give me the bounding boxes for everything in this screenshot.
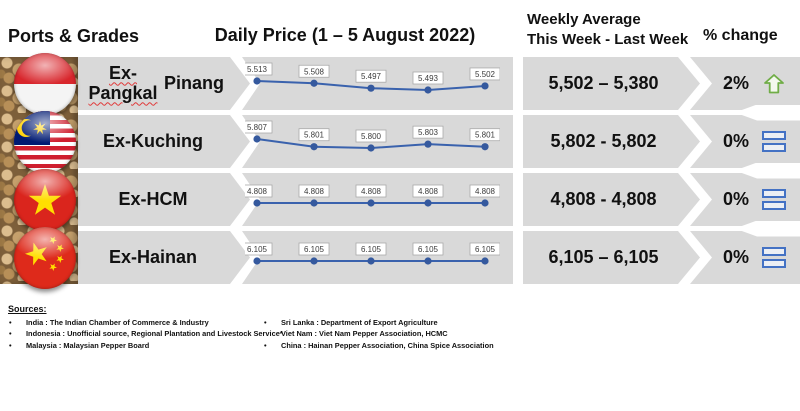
trend-equal-icon <box>762 131 787 152</box>
pct-change-cell: 0% <box>690 173 800 226</box>
svg-text:6.105: 6.105 <box>304 245 325 254</box>
daily-price-chart: 4.808 4.808 4.808 4.808 4.808 <box>245 184 500 207</box>
svg-text:5.801: 5.801 <box>304 131 325 140</box>
source-item: • China : Hainan Pepper Association, Chin… <box>263 340 563 351</box>
pct-change-cell: 0% <box>690 231 800 284</box>
svg-text:6.105: 6.105 <box>475 245 496 254</box>
pct-change-value: 0% <box>723 247 750 267</box>
daily-price-chart: 6.105 6.105 6.105 6.105 6.105 <box>245 242 500 265</box>
trend-equal-icon <box>762 189 787 210</box>
port-label-text: Ex-Hainan <box>108 246 198 267</box>
pct-change-value: 0% <box>723 131 750 151</box>
row-separator-arrow <box>735 104 800 121</box>
svg-text:4.808: 4.808 <box>304 187 325 196</box>
port-label-text: Ex-Pangkal <box>88 62 158 103</box>
weekly-average-value: 5,802 - 5,802 <box>550 131 657 151</box>
bullet-icon: • <box>264 318 267 327</box>
source-text: Malaysia : Malaysian Pepper Board <box>26 340 150 350</box>
flag-indonesia-icon <box>14 52 76 115</box>
svg-text:6.105: 6.105 <box>361 245 382 254</box>
row-separator-arrow <box>735 162 800 179</box>
source-item: Viet Nam : Viet Nam Pepper Association, … <box>263 328 563 339</box>
source-text: India : The Indian Chamber of Commerce &… <box>26 318 209 327</box>
trend-up-arrow-icon <box>764 73 784 93</box>
pct-change-value: 0% <box>723 189 750 209</box>
pct-change-header: % change <box>703 27 778 44</box>
row-separator-arrow <box>735 220 800 237</box>
flag-malaysia-icon <box>14 110 76 173</box>
weekly-average-value: 4,808 - 4,808 <box>550 189 657 209</box>
sources-section: Sources: • India : The Indian Chamber of … <box>8 304 792 350</box>
svg-text:5.493: 5.493 <box>418 74 439 83</box>
flag-china-icon <box>14 226 76 289</box>
price-row-china: Ex-Hainan 6,105 – 6,105 0% 6.105 6.105 6.105 6… <box>0 231 800 284</box>
source-text: China : Hainan Pepper Association, China… <box>281 340 494 350</box>
pct-change-value: 2% <box>723 73 750 93</box>
svg-text:5.807: 5.807 <box>247 123 268 132</box>
daily-price-chart-cell <box>242 57 513 110</box>
weekly-average-value: 5,502 – 5,380 <box>548 73 659 93</box>
weekly-average-cell: 5,502 – 5,380 <box>523 57 700 110</box>
bullet-icon: • <box>264 340 267 350</box>
weekly-average-cell: 4,808 - 4,808 <box>523 173 700 226</box>
svg-text:5.800: 5.800 <box>361 132 382 141</box>
svg-text:6.105: 6.105 <box>247 245 268 254</box>
daily-price-chart: 5.807 5.801 5.800 5.803 5.801 <box>245 120 500 152</box>
daily-price-header: Daily Price (1 – 5 August 2022) <box>214 25 476 45</box>
bullet-icon <box>263 328 272 339</box>
svg-text:5.801: 5.801 <box>475 131 496 140</box>
svg-text:5.508: 5.508 <box>304 67 325 76</box>
source-text: Viet Nam : Viet Nam Pepper Association, … <box>281 329 448 339</box>
weekly-average-cell: 6,105 – 6,105 <box>523 231 700 284</box>
svg-text:5.497: 5.497 <box>361 72 382 81</box>
bullet-icon: • <box>9 340 12 350</box>
sources-left-column: • India : The Indian Chamber of Commerce … <box>8 317 283 351</box>
port-label-text: Pinang <box>163 72 224 93</box>
weekly-average-header: Weekly Average This Week - Last Week <box>527 10 688 51</box>
svg-text:4.808: 4.808 <box>418 187 439 196</box>
svg-text:5.513: 5.513 <box>247 65 268 74</box>
daily-price-chart-cell <box>242 173 513 226</box>
price-row-indonesia: Ex-Pangkal Pinang 5,502 – 5,380 2% 5.513 5.50… <box>0 57 800 110</box>
source-text: Sri Lanka : Department of Export Agricul… <box>281 318 438 327</box>
svg-text:5.502: 5.502 <box>475 70 496 79</box>
flag-vietnam-icon <box>14 168 76 231</box>
daily-price-chart: 5.513 5.508 5.497 5.493 5.502 <box>245 62 500 94</box>
price-row-malaysia: Ex-Kuching 5,802 - 5,802 0% 5.807 5.801 5.800… <box>0 115 800 168</box>
svg-text:6.105: 6.105 <box>418 245 439 254</box>
daily-price-chart-cell <box>242 231 513 284</box>
svg-text:4.808: 4.808 <box>247 187 268 196</box>
source-item: • India : The Indian Chamber of Commerce … <box>8 317 258 328</box>
pct-change-cell: 0% <box>690 115 800 168</box>
weekly-average-line1: Weekly Average <box>527 11 641 28</box>
svg-text:4.808: 4.808 <box>475 187 496 196</box>
port-label-text: Ex-Kuching <box>102 130 203 151</box>
weekly-average-value: 6,105 – 6,105 <box>548 247 659 267</box>
bullet-icon: • <box>9 329 12 339</box>
trend-equal-icon <box>762 247 787 268</box>
source-item: • Malaysia : Malaysian Pepper Board <box>8 340 258 351</box>
svg-text:4.808: 4.808 <box>361 187 382 196</box>
source-text: Indonesia : Unofficial source, Regional … <box>26 329 283 339</box>
ports-grades-header: Ports & Grades <box>8 26 140 46</box>
source-item: • Indonesia : Unofficial source, Regional… <box>8 328 283 339</box>
malaysia-canton <box>14 110 50 145</box>
sources-right-column: • Sri Lanka : Department of Export Agricu… <box>263 317 563 351</box>
sources-title: Sources: <box>8 304 47 314</box>
pct-change-cell: 2% <box>690 57 800 110</box>
price-row-vietnam: Ex-HCM 4,808 - 4,808 0% 4.808 4.808 4.808 4.80… <box>0 173 800 226</box>
weekly-average-cell: 5,802 - 5,802 <box>523 115 700 168</box>
bullet-icon: • <box>9 318 12 327</box>
svg-text:5.803: 5.803 <box>418 128 439 137</box>
port-label-text: Ex-HCM <box>118 188 188 209</box>
source-item: • Sri Lanka : Department of Export Agricu… <box>263 317 563 328</box>
weekly-average-line2: This Week - Last Week <box>527 31 689 49</box>
